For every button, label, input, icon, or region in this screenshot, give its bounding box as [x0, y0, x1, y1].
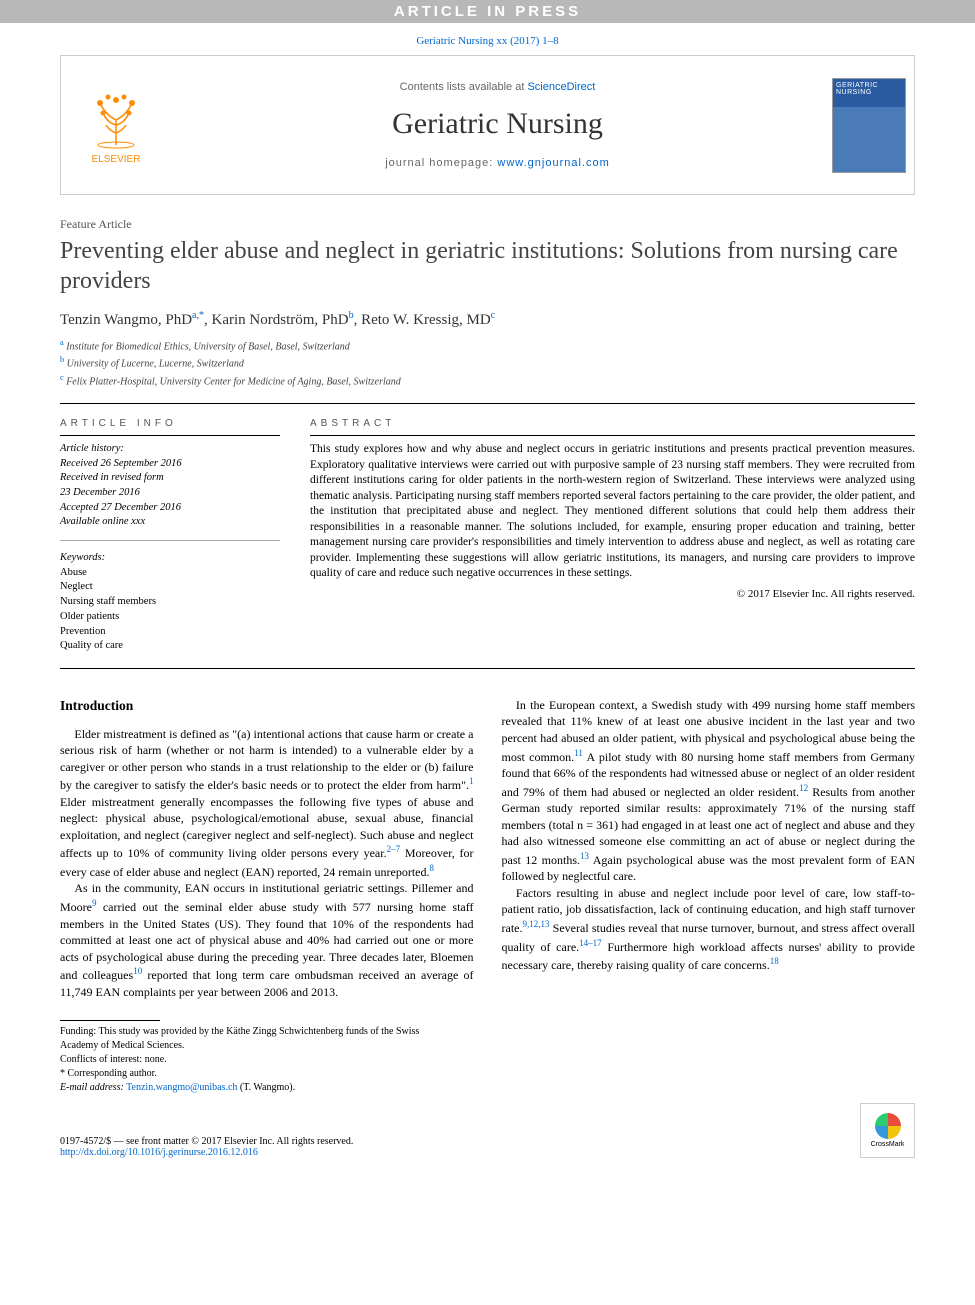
article-in-press-banner: ARTICLE IN PRESS	[0, 0, 975, 23]
citation-pages: 1–8	[542, 35, 559, 47]
history-received: Received 26 September 2016	[60, 457, 280, 472]
abstract-column: abstract This study explores how and why…	[310, 418, 915, 654]
affiliations: a Institute for Biomedical Ethics, Unive…	[60, 337, 915, 389]
abstract-rule	[310, 435, 915, 436]
crossmark-icon	[875, 1113, 901, 1139]
elsevier-tree-icon	[86, 85, 146, 150]
article-type: Feature Article	[60, 217, 915, 232]
citation-link[interactable]: Geriatric Nursing xx (2017) 1–8	[416, 35, 558, 47]
homepage-link[interactable]: www.gnjournal.com	[497, 157, 609, 169]
cite-9-12-13[interactable]: 9,12,13	[522, 919, 549, 929]
abstract-heading: abstract	[310, 418, 915, 429]
email-label: E-mail address:	[60, 1082, 124, 1093]
homepage-label: journal homepage:	[385, 157, 493, 169]
keyword-3: Nursing staff members	[60, 595, 280, 610]
keyword-4: Older patients	[60, 610, 280, 625]
cite-13[interactable]: 13	[580, 851, 589, 861]
cover-caption: GERIATRIC NURSING	[836, 82, 902, 96]
affiliation-b: b University of Lucerne, Lucerne, Switze…	[60, 354, 915, 371]
cite-8[interactable]: 8	[430, 863, 435, 873]
abstract-text: This study explores how and why abuse an…	[310, 442, 915, 582]
journal-title: Geriatric Nursing	[171, 107, 824, 141]
cover-thumbnail: GERIATRIC NURSING	[832, 78, 906, 173]
header-center: Contents lists available at ScienceDirec…	[171, 56, 824, 194]
publisher-name: ELSEVIER	[92, 154, 141, 165]
article-info-column: article info Article history: Received 2…	[60, 418, 280, 654]
para-3: In the European context, a Swedish study…	[502, 697, 916, 885]
author-list: Tenzin Wangmo, PhDa,*, Karin Nordström, …	[60, 310, 915, 329]
footnotes: Funding: This study was provided by the …	[60, 1020, 445, 1095]
divider-2	[60, 668, 915, 669]
keyword-5: Prevention	[60, 625, 280, 640]
keyword-2: Neglect	[60, 580, 280, 595]
history-revised-date: 23 December 2016	[60, 486, 280, 501]
journal-homepage: journal homepage: www.gnjournal.com	[171, 157, 824, 169]
cite-1[interactable]: 1	[469, 776, 474, 786]
history-online: Available online xxx	[60, 515, 280, 530]
article-title: Preventing elder abuse and neglect in ge…	[60, 236, 915, 296]
divider	[60, 403, 915, 404]
keyword-1: Abuse	[60, 566, 280, 581]
journal-header: ELSEVIER Contents lists available at Sci…	[60, 55, 915, 195]
sciencedirect-link[interactable]: ScienceDirect	[527, 81, 595, 93]
info-abstract-row: article info Article history: Received 2…	[60, 418, 915, 654]
footnote-rule	[60, 1020, 160, 1021]
article-history: Article history: Received 26 September 2…	[60, 442, 280, 530]
keywords-label: Keywords:	[60, 551, 280, 566]
cite-2-7[interactable]: 2–7	[387, 844, 401, 854]
history-accepted: Accepted 27 December 2016	[60, 501, 280, 516]
intro-heading: Introduction	[60, 697, 474, 716]
footnote-corresponding: * Corresponding author.	[60, 1067, 445, 1081]
email-owner: (T. Wangmo).	[240, 1082, 295, 1093]
footnote-email: E-mail address: Tenzin.wangmo@unibas.ch …	[60, 1081, 445, 1095]
crossmark-badge[interactable]: CrossMark	[860, 1103, 915, 1158]
cite-11[interactable]: 11	[574, 748, 583, 758]
para-2: As in the community, EAN occurs in insti…	[60, 880, 474, 1000]
affiliation-c: c Felix Platter-Hospital, University Cen…	[60, 372, 915, 389]
abstract-copyright: © 2017 Elsevier Inc. All rights reserved…	[310, 588, 915, 600]
history-label: Article history:	[60, 442, 280, 457]
cite-12[interactable]: 12	[799, 783, 808, 793]
email-link[interactable]: Tenzin.wangmo@unibas.ch	[126, 1082, 237, 1093]
author-2: Karin Nordström, PhDb	[212, 312, 354, 328]
page-footer: 0197-4572/$ — see front matter © 2017 El…	[60, 1103, 915, 1158]
info-rule	[60, 435, 280, 436]
author-1: Tenzin Wangmo, PhDa,*	[60, 312, 204, 328]
cite-14-17[interactable]: 14–17	[579, 938, 602, 948]
citation-line: Geriatric Nursing xx (2017) 1–8	[60, 35, 915, 47]
issn-line: 0197-4572/$ — see front matter © 2017 El…	[60, 1136, 353, 1147]
citation-volume: xx (2017)	[496, 35, 539, 47]
body-text: Introduction Elder mistreatment is defin…	[60, 697, 915, 1000]
footer-left: 0197-4572/$ — see front matter © 2017 El…	[60, 1136, 353, 1158]
info-divider	[60, 540, 280, 541]
para-1: Elder mistreatment is defined as "(a) in…	[60, 726, 474, 881]
contents-text: Contents lists available at	[400, 81, 525, 93]
cite-18[interactable]: 18	[770, 956, 779, 966]
article-info-heading: article info	[60, 418, 280, 429]
crossmark-label: CrossMark	[871, 1141, 905, 1148]
citation-journal: Geriatric Nursing	[416, 35, 493, 47]
history-revised-label: Received in revised form	[60, 471, 280, 486]
publisher-logo[interactable]: ELSEVIER	[61, 56, 171, 194]
para-4: Factors resulting in abuse and neglect i…	[502, 885, 916, 974]
doi-link[interactable]: http://dx.doi.org/10.1016/j.gerinurse.20…	[60, 1147, 258, 1158]
affiliation-a: a Institute for Biomedical Ethics, Unive…	[60, 337, 915, 354]
footnote-funding: Funding: This study was provided by the …	[60, 1025, 445, 1053]
footnote-conflicts: Conflicts of interest: none.	[60, 1053, 445, 1067]
journal-cover: GERIATRIC NURSING	[824, 56, 914, 194]
cite-10[interactable]: 10	[133, 966, 142, 976]
author-3: Reto W. Kressig, MDc	[361, 312, 495, 328]
keyword-6: Quality of care	[60, 639, 280, 654]
contents-available: Contents lists available at ScienceDirec…	[171, 81, 824, 93]
keywords-block: Keywords: Abuse Neglect Nursing staff me…	[60, 551, 280, 654]
